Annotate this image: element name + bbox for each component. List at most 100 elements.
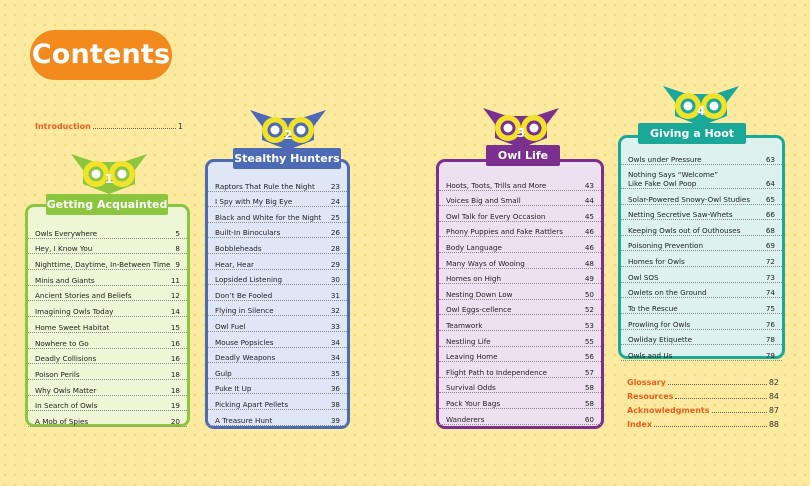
toc-entry[interactable]: Phony Puppies and Fake Rattlers 46	[439, 222, 601, 238]
entry-title: Teamwork	[446, 320, 483, 330]
toc-entry[interactable]: Pack Your Bags 58	[439, 393, 601, 409]
toc-entry[interactable]: Hear, Hear 29	[208, 254, 347, 270]
entry-title-wrap: Built-In Binoculars	[215, 228, 280, 237]
toc-entry[interactable]: Ancient Stories and Beliefs 12	[28, 286, 187, 302]
toc-entry[interactable]: Imagining Owls Today 14	[28, 301, 187, 318]
toc-entry[interactable]: Lopsided Listening 30	[208, 270, 347, 286]
toc-entry[interactable]: Wanderers 60	[439, 409, 601, 425]
toc-entry[interactable]: Flying in Silence 32	[208, 301, 347, 317]
toc-entry[interactable]: Mouse Popsicles 34	[208, 332, 347, 348]
toc-entry[interactable]: Gulp 35	[208, 363, 347, 379]
toc-entry[interactable]: Owl SOS 73	[621, 267, 782, 283]
toc-entry[interactable]: Owls Everywhere 5	[28, 223, 187, 239]
owl-face-icon: 4	[663, 86, 739, 126]
entry-title-wrap: Imagining Owls Today	[35, 307, 113, 316]
section-title[interactable]: Giving a Hoot	[638, 123, 746, 144]
toc-entry[interactable]: Hoots, Toots, Trills and More 43	[439, 175, 601, 191]
toc-entry[interactable]: Puke It Up 36	[208, 379, 347, 395]
entry-page: 76	[765, 319, 775, 329]
toc-entry[interactable]: Netting Secretive Saw-Whets 66	[621, 205, 782, 221]
toc-entry[interactable]: Black and White for the Night 25	[208, 207, 347, 223]
toc-entry[interactable]: Bobbleheads 28	[208, 238, 347, 254]
entry-title: Owl Fuel	[215, 321, 246, 331]
entry-page: 32	[330, 306, 340, 316]
toc-list: Raptors That Rule the Night 23 I Spy with …	[208, 176, 347, 426]
section-title[interactable]: Stealthy Hunters	[233, 148, 341, 169]
toc-entry[interactable]: Prowling for Owls 76	[621, 314, 782, 330]
back-matter-entry[interactable]: Glossary 82	[627, 378, 779, 387]
toc-entry[interactable]: Many Ways of Wooing 48	[439, 253, 601, 269]
entry-title: Owliday Etiquette	[628, 335, 692, 345]
toc-entry[interactable]: Solar-Powered Snowy-Owl Studies 65	[621, 189, 782, 205]
entry-title: Owl SOS	[628, 272, 659, 282]
toc-entry[interactable]: Nowhere to Go 16	[28, 333, 187, 349]
toc-entry[interactable]: Home Sweet Habitat 15	[28, 317, 187, 333]
toc-entry[interactable]: Homes for Owls 72	[621, 251, 782, 268]
toc-entry[interactable]: A Treasure Hunt 39	[208, 410, 347, 426]
entry-title: Raptors That Rule the Night	[215, 181, 315, 191]
toc-entry[interactable]: Deadly Weapons 34	[208, 348, 347, 364]
toc-entry[interactable]: Raptors That Rule the Night 23	[208, 176, 347, 192]
toc-entry[interactable]: Body Language 46	[439, 237, 601, 253]
toc-entry[interactable]: Keeping Owls out of Outhouses 68	[621, 220, 782, 236]
toc-list: Hoots, Toots, Trills and More 43 Voices Bi…	[439, 175, 601, 425]
entry-title: Puke It Up	[215, 384, 252, 394]
toc-entry[interactable]: Nesting Down Low 50	[439, 284, 601, 300]
entry-title: Nighttime, Daytime, In-Between Time	[35, 260, 171, 270]
toc-entry[interactable]: Owl Talk for Every Occasion 45	[439, 206, 601, 222]
entry-page: 50	[584, 289, 594, 299]
toc-entry[interactable]: Poison Perils 18	[28, 364, 187, 380]
toc-entry[interactable]: Poisoning Prevention 69	[621, 236, 782, 252]
toc-entry[interactable]: In Search of Owls 19	[28, 396, 187, 412]
section-title[interactable]: Getting Acquainted	[46, 194, 168, 215]
toc-entry[interactable]: Owlets on the Ground 74	[621, 283, 782, 299]
introduction-entry[interactable]: Introduction 1	[35, 122, 183, 131]
toc-entry[interactable]: Owl Eggs-cellence 52	[439, 300, 601, 316]
section-number: 4	[697, 104, 705, 118]
entry-page: 31	[330, 290, 340, 300]
toc-entry[interactable]: Voices Big and Small 44	[439, 191, 601, 207]
toc-entry[interactable]: A Mob of Spies 20	[28, 411, 187, 427]
toc-entry[interactable]: Deadly Collisions 16	[28, 349, 187, 365]
back-matter-page: 82	[768, 378, 779, 387]
entry-title: Built-In Binoculars	[215, 228, 281, 238]
entry-page: 58	[584, 398, 594, 408]
toc-entry[interactable]: Minis and Giants 11	[28, 270, 187, 286]
entry-title-wrap: Deadly Collisions	[35, 354, 96, 363]
toc-entry[interactable]: To the Rescue 75	[621, 298, 782, 315]
toc-entry[interactable]: Owl Fuel 33	[208, 316, 347, 332]
back-matter-label: Index	[627, 420, 652, 429]
toc-entry[interactable]: Nighttime, Daytime, In-Between Time 9	[28, 254, 187, 271]
toc-entry[interactable]: Flight Path to Independence 57	[439, 362, 601, 378]
back-matter-entry[interactable]: Acknowledgments 87	[627, 406, 779, 415]
toc-entry[interactable]: Picking Apart Pellets 38	[208, 394, 347, 410]
entry-title-wrap: Wanderers	[446, 415, 485, 424]
toc-entry[interactable]: Built-In Binoculars 26	[208, 223, 347, 239]
section-number: 1	[105, 172, 113, 186]
back-matter-entry[interactable]: Resources 84	[627, 392, 779, 401]
toc-entry[interactable]: Homes on High 49	[439, 269, 601, 285]
entry-title: Homes for Owls	[628, 257, 685, 267]
toc-entry[interactable]: Owls under Pressure 63	[621, 149, 782, 165]
section-title[interactable]: Owl Life	[486, 145, 560, 166]
toc-entry[interactable]: Hey, I Know You 8	[28, 239, 187, 255]
entry-page: 46	[584, 242, 594, 252]
entry-title-wrap: A Treasure Hunt	[215, 416, 272, 425]
toc-entry[interactable]: Owliday Etiquette 78	[621, 330, 782, 346]
toc-entry[interactable]: Leaving Home 56	[439, 347, 601, 363]
toc-entry[interactable]: Why Owls Matter 18	[28, 380, 187, 396]
toc-entry[interactable]: Survival Odds 58	[439, 378, 601, 394]
entry-page: 75	[765, 304, 775, 314]
entry-page: 30	[330, 275, 340, 285]
entry-title: Voices Big and Small	[446, 196, 521, 206]
back-matter-entry[interactable]: Index 88	[627, 420, 779, 429]
toc-entry[interactable]: I Spy with My Big Eye 24	[208, 192, 347, 208]
dot-leader	[653, 426, 767, 427]
toc-entry[interactable]: Nothing Says “Welcome” Like Fake Owl Poop…	[621, 165, 782, 189]
entry-title-wrap: Mouse Popsicles	[215, 338, 274, 347]
entry-page: 57	[584, 367, 594, 377]
toc-entry[interactable]: Teamwork 53	[439, 315, 601, 331]
toc-entry[interactable]: Owls and Us 79	[621, 345, 782, 361]
toc-entry[interactable]: Don’t Be Fooled 31	[208, 285, 347, 301]
toc-entry[interactable]: Nestling Life 55	[439, 331, 601, 347]
